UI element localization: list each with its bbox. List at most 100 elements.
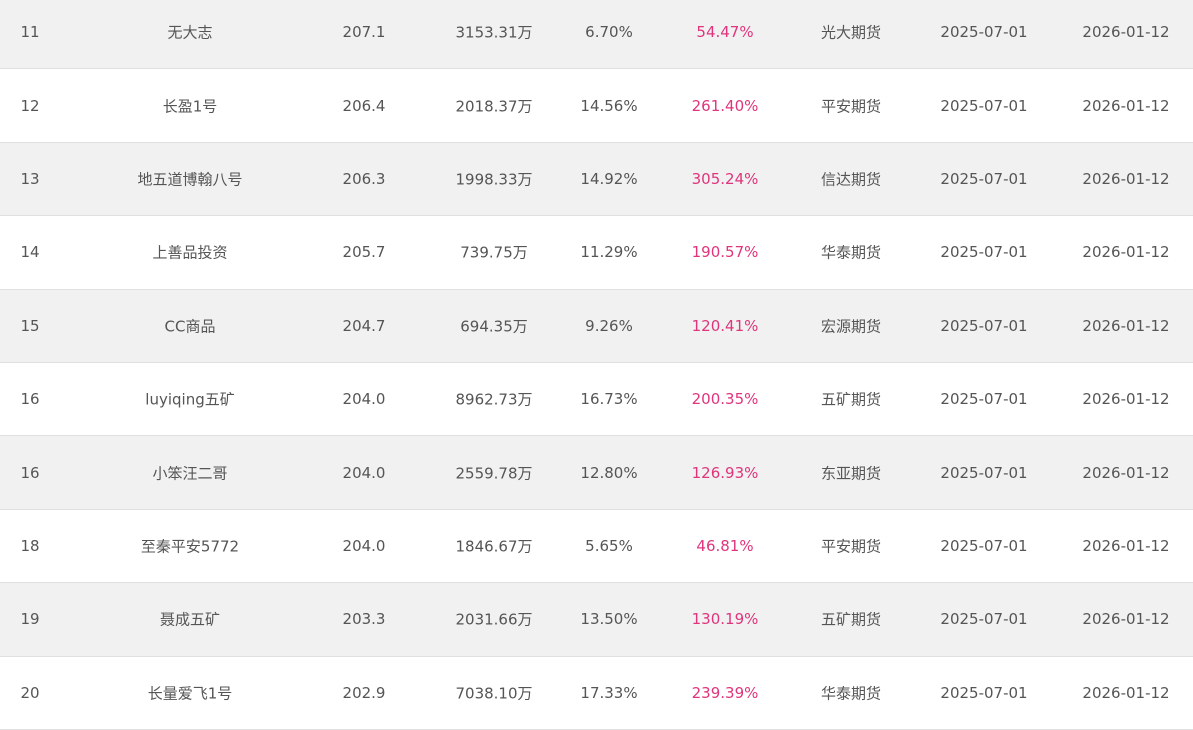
equity-cell: 2559.78万 [455, 464, 533, 483]
return-cell: 126.93% [691, 463, 759, 482]
table-row[interactable]: 13 地五道博翰八号 206.3 1998.33万 14.92% 305.24% 信达期货 2… [0, 142, 1193, 217]
end-date-cell: 2026-01-12 [1082, 610, 1170, 629]
table-row[interactable]: 16 luyiqing五矿 204.0 8962.73万 16.73% 200.35% 五矿… [0, 363, 1193, 437]
broker-cell: 五矿期货 [820, 610, 882, 629]
rank-cell: 14 [20, 243, 40, 262]
return-cell: 54.47% [696, 23, 754, 42]
drawdown-cell: 17.33% [580, 683, 638, 702]
return-cell: 261.40% [691, 96, 759, 115]
equity-cell: 694.35万 [460, 317, 528, 336]
rank-cell: 19 [20, 610, 40, 629]
broker-cell: 宏源期货 [820, 317, 882, 336]
rank-cell: 18 [20, 536, 40, 555]
return-cell: 130.19% [691, 610, 759, 629]
drawdown-cell: 9.26% [585, 316, 633, 335]
drawdown-cell: 11.29% [580, 243, 638, 262]
return-cell: 190.57% [691, 243, 759, 262]
end-date-cell: 2026-01-12 [1082, 23, 1170, 42]
start-date-cell: 2025-07-01 [940, 390, 1028, 409]
broker-cell: 光大期货 [820, 23, 882, 42]
return-cell: 200.35% [691, 390, 759, 409]
drawdown-cell: 6.70% [585, 23, 633, 42]
end-date-cell: 2026-01-12 [1082, 169, 1170, 188]
end-date-cell: 2026-01-12 [1082, 316, 1170, 335]
broker-cell: 东亚期货 [820, 464, 882, 483]
start-date-cell: 2025-07-01 [940, 96, 1028, 115]
table-row[interactable]: 19 聂成五矿 203.3 2031.66万 13.50% 130.19% 五矿期货 2025… [0, 583, 1193, 657]
drawdown-cell: 14.92% [580, 169, 638, 188]
account-name-cell: 至秦平安5772 [140, 537, 240, 556]
account-name-cell: 无大志 [167, 23, 213, 42]
table-row[interactable]: 14 上善品投资 205.7 739.75万 11.29% 190.57% 华泰期货 2025… [0, 216, 1193, 290]
account-name-cell: 长量爱飞1号 [147, 684, 233, 703]
equity-cell: 2031.66万 [455, 610, 533, 629]
table-row[interactable]: 15 CC商品 204.7 694.35万 9.26% 120.41% 宏源期货 2025-0… [0, 289, 1193, 363]
equity-cell: 7038.10万 [455, 684, 533, 703]
broker-cell: 华泰期货 [820, 684, 882, 703]
broker-cell: 信达期货 [820, 170, 882, 189]
start-date-cell: 2025-07-01 [940, 463, 1028, 482]
account-name-cell: 小笨汪二哥 [152, 464, 228, 483]
drawdown-cell: 16.73% [580, 390, 638, 409]
equity-cell: 3153.31万 [455, 23, 533, 42]
broker-cell: 华泰期货 [820, 243, 882, 262]
broker-cell: 平安期货 [820, 97, 882, 116]
return-cell: 46.81% [696, 536, 754, 555]
drawdown-cell: 14.56% [580, 96, 638, 115]
score-cell: 204.0 [342, 463, 386, 482]
score-cell: 204.0 [342, 536, 386, 555]
equity-cell: 1998.33万 [455, 170, 533, 189]
end-date-cell: 2026-01-12 [1082, 683, 1170, 702]
end-date-cell: 2026-01-12 [1082, 243, 1170, 262]
table-row[interactable]: 20 长量爱飞1号 202.9 7038.10万 17.33% 239.39% 华泰期货 20… [0, 657, 1193, 730]
rank-cell: 12 [20, 96, 40, 115]
account-name-cell: 长盈1号 [162, 97, 218, 116]
end-date-cell: 2026-01-12 [1082, 463, 1170, 482]
end-date-cell: 2026-01-12 [1082, 390, 1170, 409]
rank-cell: 15 [20, 316, 40, 335]
equity-cell: 739.75万 [460, 243, 528, 262]
start-date-cell: 2025-07-01 [940, 683, 1028, 702]
broker-cell: 平安期货 [820, 537, 882, 556]
broker-cell: 五矿期货 [820, 390, 882, 409]
return-cell: 120.41% [691, 316, 759, 335]
score-cell: 205.7 [342, 243, 386, 262]
drawdown-cell: 5.65% [585, 536, 633, 555]
rank-cell: 16 [20, 390, 40, 409]
table-row[interactable]: 18 至秦平安5772 204.0 1846.67万 5.65% 46.81% 平安期货 20… [0, 510, 1193, 584]
rank-cell: 20 [20, 683, 40, 702]
table-row[interactable]: 16 小笨汪二哥 204.0 2559.78万 12.80% 126.93% 东亚期货 202… [0, 436, 1193, 510]
end-date-cell: 2026-01-12 [1082, 96, 1170, 115]
return-cell: 305.24% [691, 169, 759, 188]
drawdown-cell: 13.50% [580, 610, 638, 629]
end-date-cell: 2026-01-12 [1082, 536, 1170, 555]
start-date-cell: 2025-07-01 [940, 610, 1028, 629]
account-name-cell: CC商品 [164, 317, 216, 336]
score-cell: 202.9 [342, 683, 386, 702]
start-date-cell: 2025-07-01 [940, 23, 1028, 42]
equity-cell: 8962.73万 [455, 390, 533, 409]
account-name-cell: luyiqing五矿 [145, 390, 235, 409]
score-cell: 206.3 [342, 169, 386, 188]
account-name-cell: 地五道博翰八号 [137, 170, 243, 189]
score-cell: 204.7 [342, 316, 386, 335]
rank-cell: 11 [20, 23, 40, 42]
account-name-cell: 聂成五矿 [159, 610, 221, 629]
score-cell: 204.0 [342, 390, 386, 409]
account-name-cell: 上善品投资 [152, 243, 228, 262]
start-date-cell: 2025-07-01 [940, 316, 1028, 335]
equity-cell: 1846.67万 [455, 537, 533, 556]
start-date-cell: 2025-07-01 [940, 536, 1028, 555]
table-row[interactable]: 11 无大志 207.1 3153.31万 6.70% 54.47% 光大期货 2025-07… [0, 0, 1193, 70]
rank-cell: 13 [20, 169, 40, 188]
score-cell: 207.1 [342, 23, 386, 42]
table-row[interactable]: 12 长盈1号 206.4 2018.37万 14.56% 261.40% 平安期货 2025… [0, 69, 1193, 143]
start-date-cell: 2025-07-01 [940, 169, 1028, 188]
return-cell: 239.39% [691, 683, 759, 702]
score-cell: 206.4 [342, 96, 386, 115]
score-cell: 203.3 [342, 610, 386, 629]
equity-cell: 2018.37万 [455, 97, 533, 116]
rank-cell: 16 [20, 463, 40, 482]
start-date-cell: 2025-07-01 [940, 243, 1028, 262]
